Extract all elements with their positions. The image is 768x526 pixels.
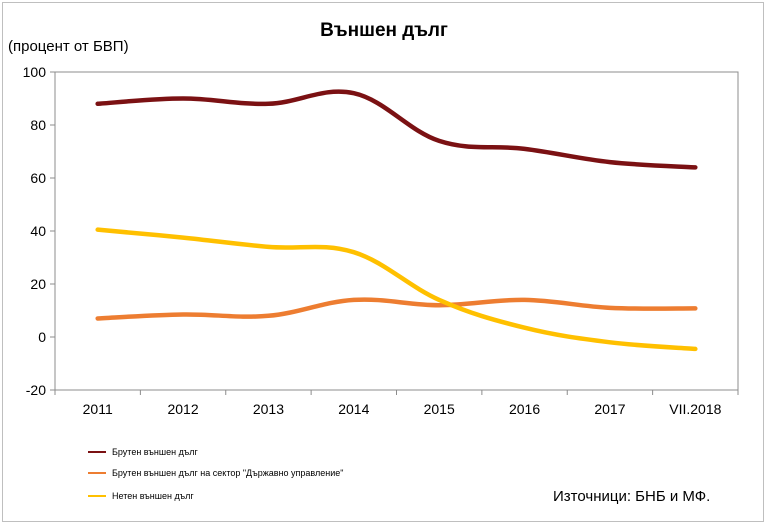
series-lines (95, 89, 698, 352)
x-tick-label: 2015 (424, 401, 455, 417)
x-tick-label: 2012 (167, 401, 198, 417)
x-ticks: 2011 2012 2013 2014 2015 2016 2017 VII.2018 (54, 390, 739, 417)
x-tick-label: 2011 (83, 401, 113, 417)
y-axis-label: (процент от БВП) (8, 38, 129, 55)
legend-entry: Брутен външен дълг на сектор "Държавно у… (112, 468, 343, 478)
x-tick-label: 2016 (509, 401, 540, 417)
y-tick-label: 0 (38, 329, 46, 345)
legend-entry: Брутен външен дълг (112, 447, 199, 457)
y-tick-label: 100 (23, 64, 47, 80)
x-tick-label: VII.2018 (669, 401, 721, 417)
y-tick-label: 80 (30, 117, 46, 133)
series-line-2 (95, 297, 698, 321)
y-tick-label: 40 (30, 223, 46, 239)
x-tick-label: 2014 (338, 401, 369, 417)
legend-entry: Нетен външен дълг (112, 491, 194, 501)
x-tick-label: 2013 (253, 401, 284, 417)
y-ticks: -20 0 20 40 60 80 100 (23, 64, 55, 398)
legend: Брутен външен дълг Брутен външен дълг на … (88, 447, 343, 501)
plot-area (54, 71, 739, 391)
y-tick-label: -20 (26, 382, 46, 398)
y-tick-label: 60 (30, 170, 46, 186)
y-tick-label: 20 (30, 276, 46, 292)
source-note: Източници: БНБ и МФ. (553, 488, 711, 505)
series-line-3 (95, 227, 698, 352)
chart-title: Външен дълг (320, 20, 448, 41)
x-tick-label: 2017 (594, 401, 625, 417)
series-line-1 (95, 89, 698, 170)
